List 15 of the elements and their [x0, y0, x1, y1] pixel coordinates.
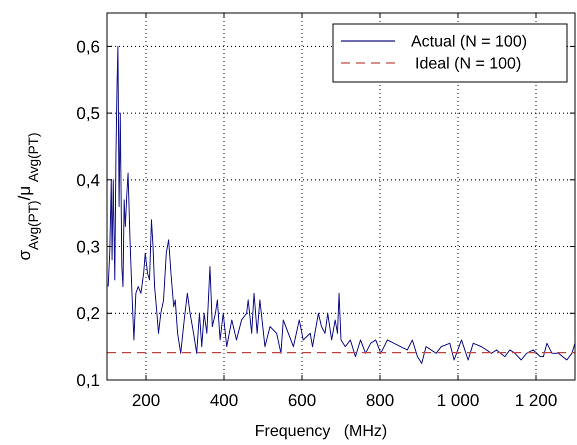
x-tick-label: 1 200 — [514, 391, 558, 410]
x-tick-label: 1 000 — [436, 391, 480, 410]
y-tick-label: 0,6 — [76, 37, 100, 56]
x-tick-label: 200 — [132, 391, 160, 410]
x-tick-label: 800 — [366, 391, 394, 410]
x-tick-label: 600 — [288, 391, 316, 410]
y-tick-label: 0,5 — [76, 104, 100, 124]
legend-label: Ideal (N = 100) — [415, 56, 522, 73]
x-tick-label: 400 — [210, 391, 238, 410]
y-tick-label: 0,1 — [76, 370, 100, 390]
y-tick-label: 0,3 — [76, 237, 100, 256]
legend-label: Actual (N = 100) — [411, 34, 528, 51]
x-axis-title: Frequency (MHz) — [254, 423, 388, 440]
y-tick-label: 0,4 — [76, 170, 100, 190]
y-tick-label: 0,2 — [76, 304, 100, 324]
